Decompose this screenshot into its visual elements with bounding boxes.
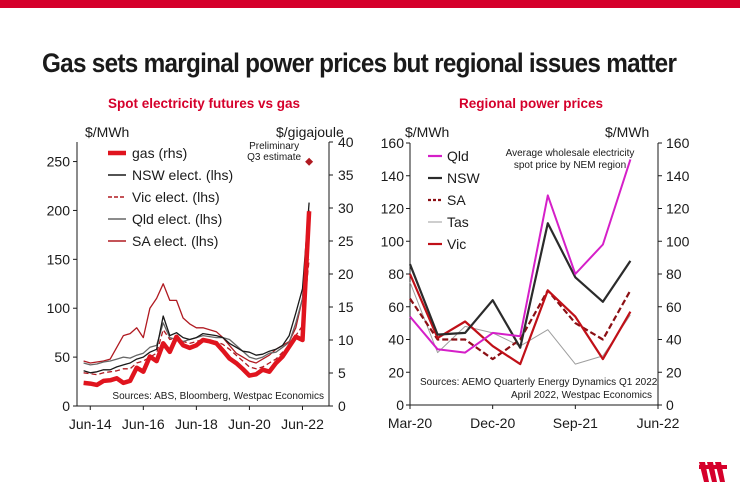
chart2-annotation: Average wholesale electricity spot price … [506, 148, 635, 171]
chart2-source: Sources: AEMO Quarterly Energy Dynamics … [420, 377, 658, 401]
chart2-title: Regional power prices [459, 96, 604, 111]
chart2-right-tick-label: 20 [666, 364, 682, 380]
chart2-left-tick-label: 20 [388, 364, 404, 380]
chart1-x-tick-label: Jun-20 [228, 416, 271, 432]
chart2-right-tick-label: 80 [666, 266, 682, 282]
chart2-right-tick-label: 140 [666, 168, 690, 184]
chart2-right-tick-label: 100 [666, 233, 690, 249]
chart2-right-tick-label: 120 [666, 201, 690, 217]
chart2-left-tick-label: 120 [381, 201, 405, 217]
chart1-right-tick-label: 40 [338, 134, 354, 150]
chart2-x-tick-label: Dec-20 [470, 415, 515, 431]
chart2-left-tick-label: 0 [396, 397, 404, 413]
chart2-series-line-2 [409, 289, 632, 361]
chart2-series [408, 159, 632, 366]
chart1-source: Sources: ABS, Bloomberg, Westpac Economi… [112, 391, 324, 402]
chart2-series-line-4 [408, 273, 632, 366]
chart1-left-tick-label: 0 [62, 398, 70, 414]
chart2-x-tick-label: Jun-22 [637, 415, 680, 431]
chart1-x-tick-label: Jun-18 [175, 416, 218, 432]
chart1-left-tick-label: 150 [47, 251, 71, 267]
chart2-right-unit: $/MWh [605, 124, 649, 140]
chart1-x-tick-label: Jun-14 [69, 416, 112, 432]
chart1-right-tick-label: 20 [338, 266, 354, 282]
chart1-left-tick-label: 200 [47, 202, 71, 218]
chart1-right-tick-label: 15 [338, 299, 354, 315]
chart2-legend-label: SA [447, 192, 466, 208]
chart2-legend-label: Tas [447, 214, 469, 230]
chart2-legend: Qld NSW SA Tas Vic [428, 148, 480, 252]
chart1-right-tick-label: 10 [338, 332, 354, 348]
chart1-right-tick-label: 30 [338, 200, 354, 216]
chart1-series-line-1 [83, 202, 310, 374]
chart1-axes: 0 50 100 150 200 250 0 5 10 15 20 25 30 35 40 Jun-14 Jun… [47, 134, 354, 432]
chart1-title: Spot electricity futures vs gas [108, 96, 301, 111]
chart1-legend: gas (rhs) NSW elect. (lhs) Vic elect. (lhs… [108, 145, 233, 249]
chart2-left-unit: $/MWh [405, 124, 449, 140]
chart1-x-tick-label: Jun-16 [122, 416, 165, 432]
page-headline: Gas sets marginal power prices but regio… [42, 48, 677, 78]
chart1-left-tick-label: 100 [47, 300, 71, 316]
chart1-right-tick-label: 5 [338, 365, 346, 381]
chart2-legend-label: Qld [447, 148, 469, 164]
chart2-left-tick-label: 40 [388, 332, 404, 348]
chart1-legend-label: Vic elect. (lhs) [132, 189, 220, 205]
chart2-left-tick-label: 80 [388, 266, 404, 282]
chart2-left-tick-label: 100 [381, 233, 405, 249]
chart2-right-tick-label: 40 [666, 332, 682, 348]
chart2-legend-label: Vic [447, 236, 466, 252]
chart2-left-tick-label: 140 [381, 168, 405, 184]
chart1-series [83, 157, 314, 388]
chart2-x-tick-label: Mar-20 [388, 415, 433, 431]
chart2-svg: $/MWh $/MWh Average wholesale electricit… [381, 124, 690, 431]
chart2-legend-label: NSW [447, 170, 480, 186]
chart2-series-line-1 [408, 222, 632, 349]
chart1-legend-label: SA elect. (lhs) [132, 233, 218, 249]
chart2-left-tick-label: 60 [388, 299, 404, 315]
chart2-right-tick-label: 60 [666, 299, 682, 315]
chart2-left-tick-label: 160 [381, 135, 405, 151]
chart1-right-unit: $/gigajoule [276, 124, 344, 140]
chart2-right-tick-label: 0 [666, 397, 674, 413]
chart1-series-line-2 [83, 259, 310, 376]
chart2-right-tick-label: 160 [666, 135, 690, 151]
chart1-left-unit: $/MWh [85, 124, 129, 140]
chart1-right-tick-label: 35 [338, 167, 354, 183]
chart2-series-line-0 [409, 159, 632, 354]
top-accent-bar [0, 0, 740, 8]
chart1-x-tick-label: Jun-22 [281, 416, 324, 432]
chart1-right-tick-label: 25 [338, 233, 354, 249]
chart1-series-line-0 [83, 211, 312, 388]
chart2-x-tick-label: Sep-21 [553, 415, 598, 431]
chart1-right-tick-label: 0 [338, 398, 346, 414]
chart1-estimate-marker [305, 157, 314, 166]
chart1-left-tick-label: 250 [47, 154, 71, 170]
westpac-logo-icon [699, 462, 727, 482]
chart1-annotation: Preliminary Q3 estimate [247, 141, 301, 163]
chart1-left-tick-label: 50 [54, 349, 70, 365]
chart1-legend-label: Qld elect. (lhs) [132, 211, 222, 227]
chart1-legend-label: NSW elect. (lhs) [132, 167, 233, 183]
chart1-legend-label: gas (rhs) [132, 145, 187, 161]
chart1-svg: $/MWh $/gigajoule Preliminary Q3 estimate… [47, 124, 354, 432]
